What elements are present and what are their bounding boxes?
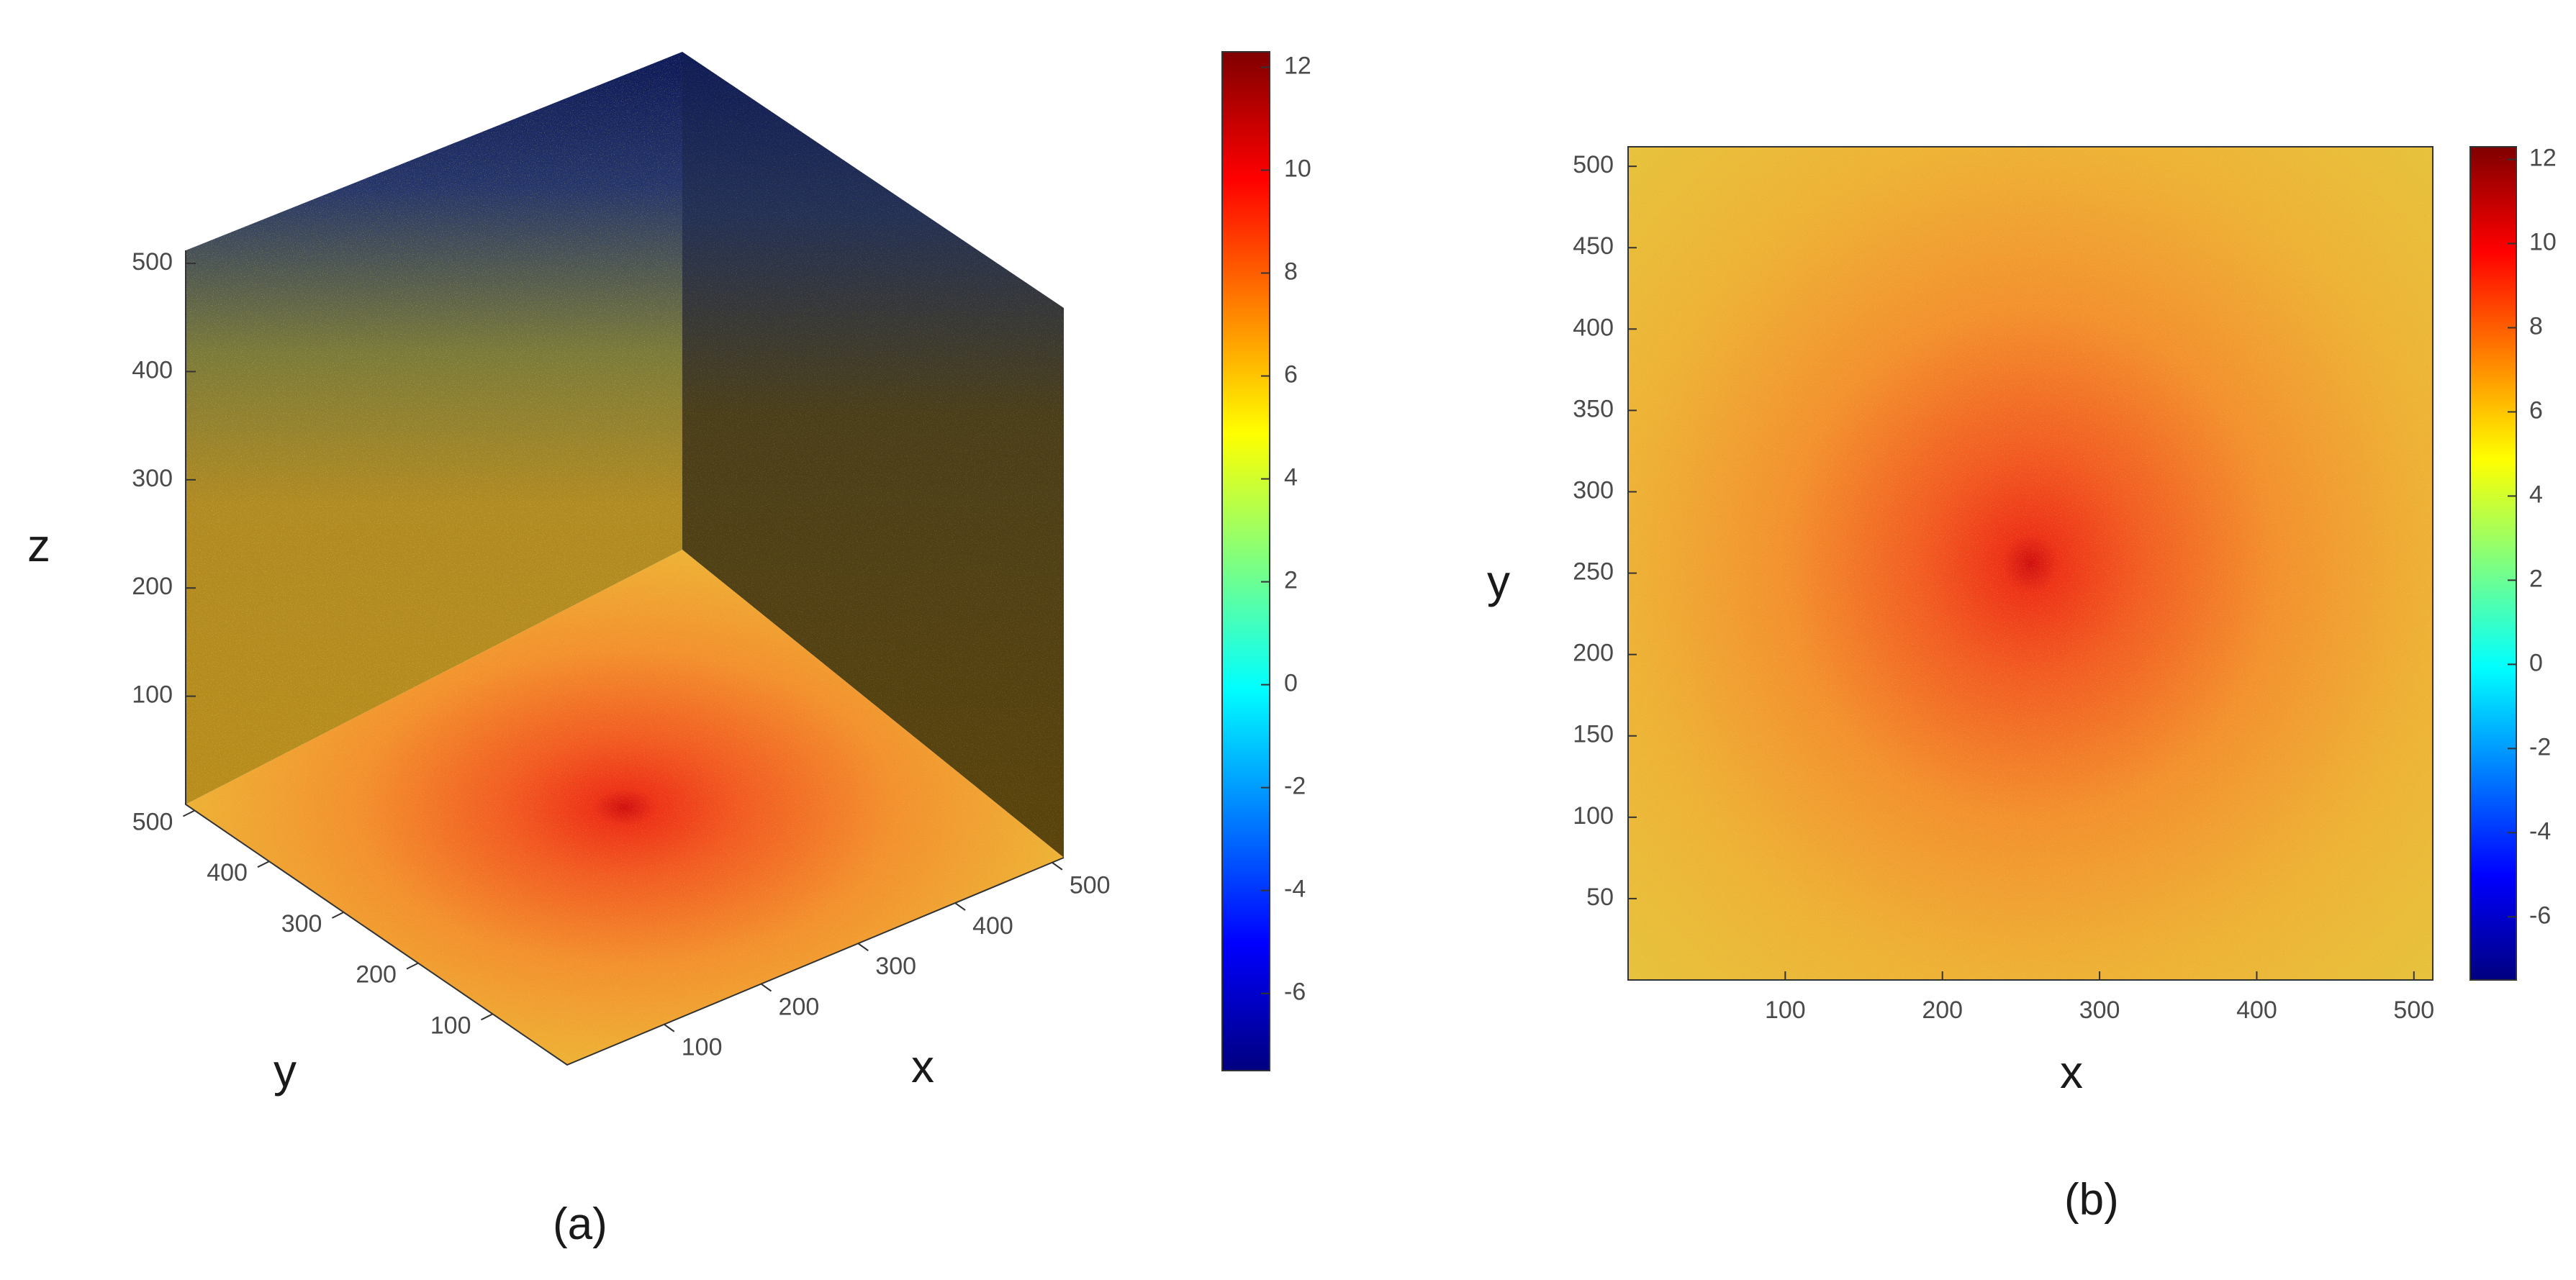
colorbar-tick-label: 8 — [2529, 312, 2543, 340]
colorbar-tick-label: -4 — [2529, 817, 2551, 845]
colorbar-tick-label: -6 — [2529, 902, 2551, 929]
panel-b-heatmap — [1628, 147, 2433, 980]
x-tick-label: 300 — [875, 953, 916, 980]
panel-a-left-wall — [186, 52, 682, 804]
panel-a-z-ticks: 100 200 300 400 500 — [132, 248, 196, 709]
colorbar-tick-label: 2 — [2529, 565, 2543, 592]
colorbar-tick-label: -2 — [1284, 773, 1306, 800]
y-tick-label: 300 — [1573, 476, 1614, 504]
colorbar-tick-label: 6 — [1284, 361, 1298, 389]
y-tick-mark — [481, 1013, 493, 1021]
panel-a-x-axis-label: x — [911, 1040, 934, 1092]
y-tick-mark — [332, 911, 344, 919]
colorbar-tick-label: 10 — [1284, 155, 1311, 182]
x-tick-mark — [857, 943, 869, 952]
y-tick-label: 500 — [132, 808, 173, 835]
z-tick-label: 200 — [132, 573, 173, 600]
panel-a-label: (a) — [553, 1199, 607, 1249]
panel-a-colorbar-ticks: -6 -4 -2 0 2 4 6 8 10 12 — [1261, 52, 1311, 1006]
y-tick-label: 450 — [1573, 232, 1614, 260]
x-tick-label: 400 — [2236, 997, 2277, 1024]
y-tick-label: 100 — [430, 1012, 471, 1039]
panel-a-right-wall — [682, 52, 1064, 858]
y-tick-label: 150 — [1573, 721, 1614, 748]
panel-a-y-axis-label: y — [274, 1045, 297, 1097]
y-tick-label: 200 — [1573, 640, 1614, 667]
x-tick-mark — [954, 902, 966, 911]
x-tick-mark — [760, 983, 772, 992]
y-tick-label: 200 — [356, 961, 397, 989]
panel-b-y-axis-label: y — [1487, 555, 1510, 607]
panel-b-x-axis-label: x — [2060, 1046, 2083, 1098]
colorbar-tick-label: 6 — [2529, 396, 2543, 424]
panel-b-label: (b) — [2064, 1175, 2119, 1225]
y-tick-label: 400 — [207, 859, 248, 886]
y-tick-mark — [406, 962, 419, 970]
x-tick-label: 100 — [1765, 997, 1806, 1024]
colorbar-tick-label: 10 — [2529, 228, 2557, 255]
panel-b-x-ticks: 100 200 300 400 500 — [1765, 971, 2434, 1024]
colorbar-tick-label: -6 — [1284, 979, 1306, 1006]
z-tick-label: 500 — [132, 248, 173, 276]
x-tick-label: 100 — [682, 1034, 723, 1061]
colorbar-tick-label: 12 — [2529, 145, 2557, 172]
y-tick-label: 400 — [1573, 314, 1614, 341]
x-tick-label: 200 — [779, 993, 820, 1020]
y-tick-label: 100 — [1573, 802, 1614, 830]
panel-a-floor — [186, 550, 1064, 1065]
y-tick-label: 500 — [1573, 151, 1614, 178]
colorbar-tick-label: 8 — [1284, 258, 1298, 285]
colorbar-tick-label: -4 — [1284, 876, 1306, 903]
x-tick-label: 400 — [972, 912, 1013, 940]
y-tick-label: 250 — [1573, 558, 1614, 586]
panel-a-z-axis-label: z — [27, 519, 50, 571]
panel-b-colorbar-ticks: -6 -4 -2 0 2 4 6 8 10 12 — [2508, 145, 2557, 929]
y-tick-mark — [182, 809, 195, 817]
x-tick-mark — [664, 1023, 675, 1032]
panel-a-y-ticks: 100 200 300 400 500 — [132, 808, 493, 1039]
colorbar-tick-label: 4 — [2529, 481, 2543, 508]
y-tick-label: 300 — [281, 910, 322, 938]
x-tick-mark — [1052, 861, 1063, 871]
x-tick-label: 500 — [1070, 872, 1111, 899]
x-tick-label: 300 — [2079, 997, 2120, 1024]
colorbar-tick-label: 4 — [1284, 464, 1298, 491]
y-tick-mark — [257, 861, 270, 868]
x-tick-label: 500 — [2393, 997, 2434, 1024]
y-tick-label: 350 — [1573, 395, 1614, 422]
colorbar-tick-label: 0 — [1284, 670, 1298, 697]
panel-a-x-ticks: 100 200 300 400 500 — [664, 861, 1111, 1061]
x-tick-label: 200 — [1922, 997, 1963, 1024]
colorbar-tick-label: 0 — [2529, 649, 2543, 676]
y-tick-label: 50 — [1586, 884, 1614, 911]
z-tick-label: 400 — [132, 356, 173, 383]
panel-b-colorbar — [2469, 146, 2517, 981]
panel-a-colorbar — [1221, 51, 1270, 1071]
z-tick-label: 300 — [132, 465, 173, 492]
colorbar-tick-label: 12 — [1284, 52, 1311, 79]
z-tick-label: 100 — [132, 681, 173, 709]
panel-b-y-ticks: 50 100 150 200 250 300 350 400 450 500 — [1573, 151, 1637, 911]
colorbar-tick-label: 2 — [1284, 567, 1298, 594]
colorbar-tick-label: -2 — [2529, 733, 2551, 761]
